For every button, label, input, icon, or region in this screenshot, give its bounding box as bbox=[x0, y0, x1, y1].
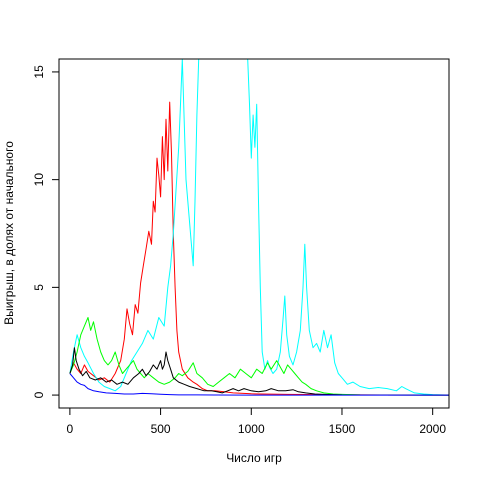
series-line-1 bbox=[69, 59, 449, 396]
y-axis: 0 5 10 15 bbox=[32, 65, 60, 398]
series-line-0 bbox=[69, 101, 449, 396]
x-axis-label: Число игр bbox=[226, 451, 282, 465]
series-line-3 bbox=[69, 347, 449, 396]
series-layer bbox=[69, 59, 449, 396]
y-tick-label: 10 bbox=[32, 173, 46, 187]
y-tick-label: 15 bbox=[32, 65, 46, 79]
series-line-4 bbox=[69, 373, 449, 396]
x-tick-label: 500 bbox=[151, 422, 171, 436]
x-tick-label: 0 bbox=[67, 422, 74, 436]
y-tick-label: 0 bbox=[32, 391, 46, 398]
x-tick-label: 1500 bbox=[329, 422, 356, 436]
y-tick-label: 5 bbox=[32, 284, 46, 291]
y-axis-label: Выигрыш, в долях от начального bbox=[2, 141, 16, 325]
x-axis: 0 500 1000 1500 2000 bbox=[67, 407, 446, 436]
x-tick-label: 2000 bbox=[419, 422, 446, 436]
series-line-2 bbox=[69, 317, 449, 396]
plot-frame bbox=[58, 58, 450, 409]
x-tick-label: 1000 bbox=[238, 422, 265, 436]
